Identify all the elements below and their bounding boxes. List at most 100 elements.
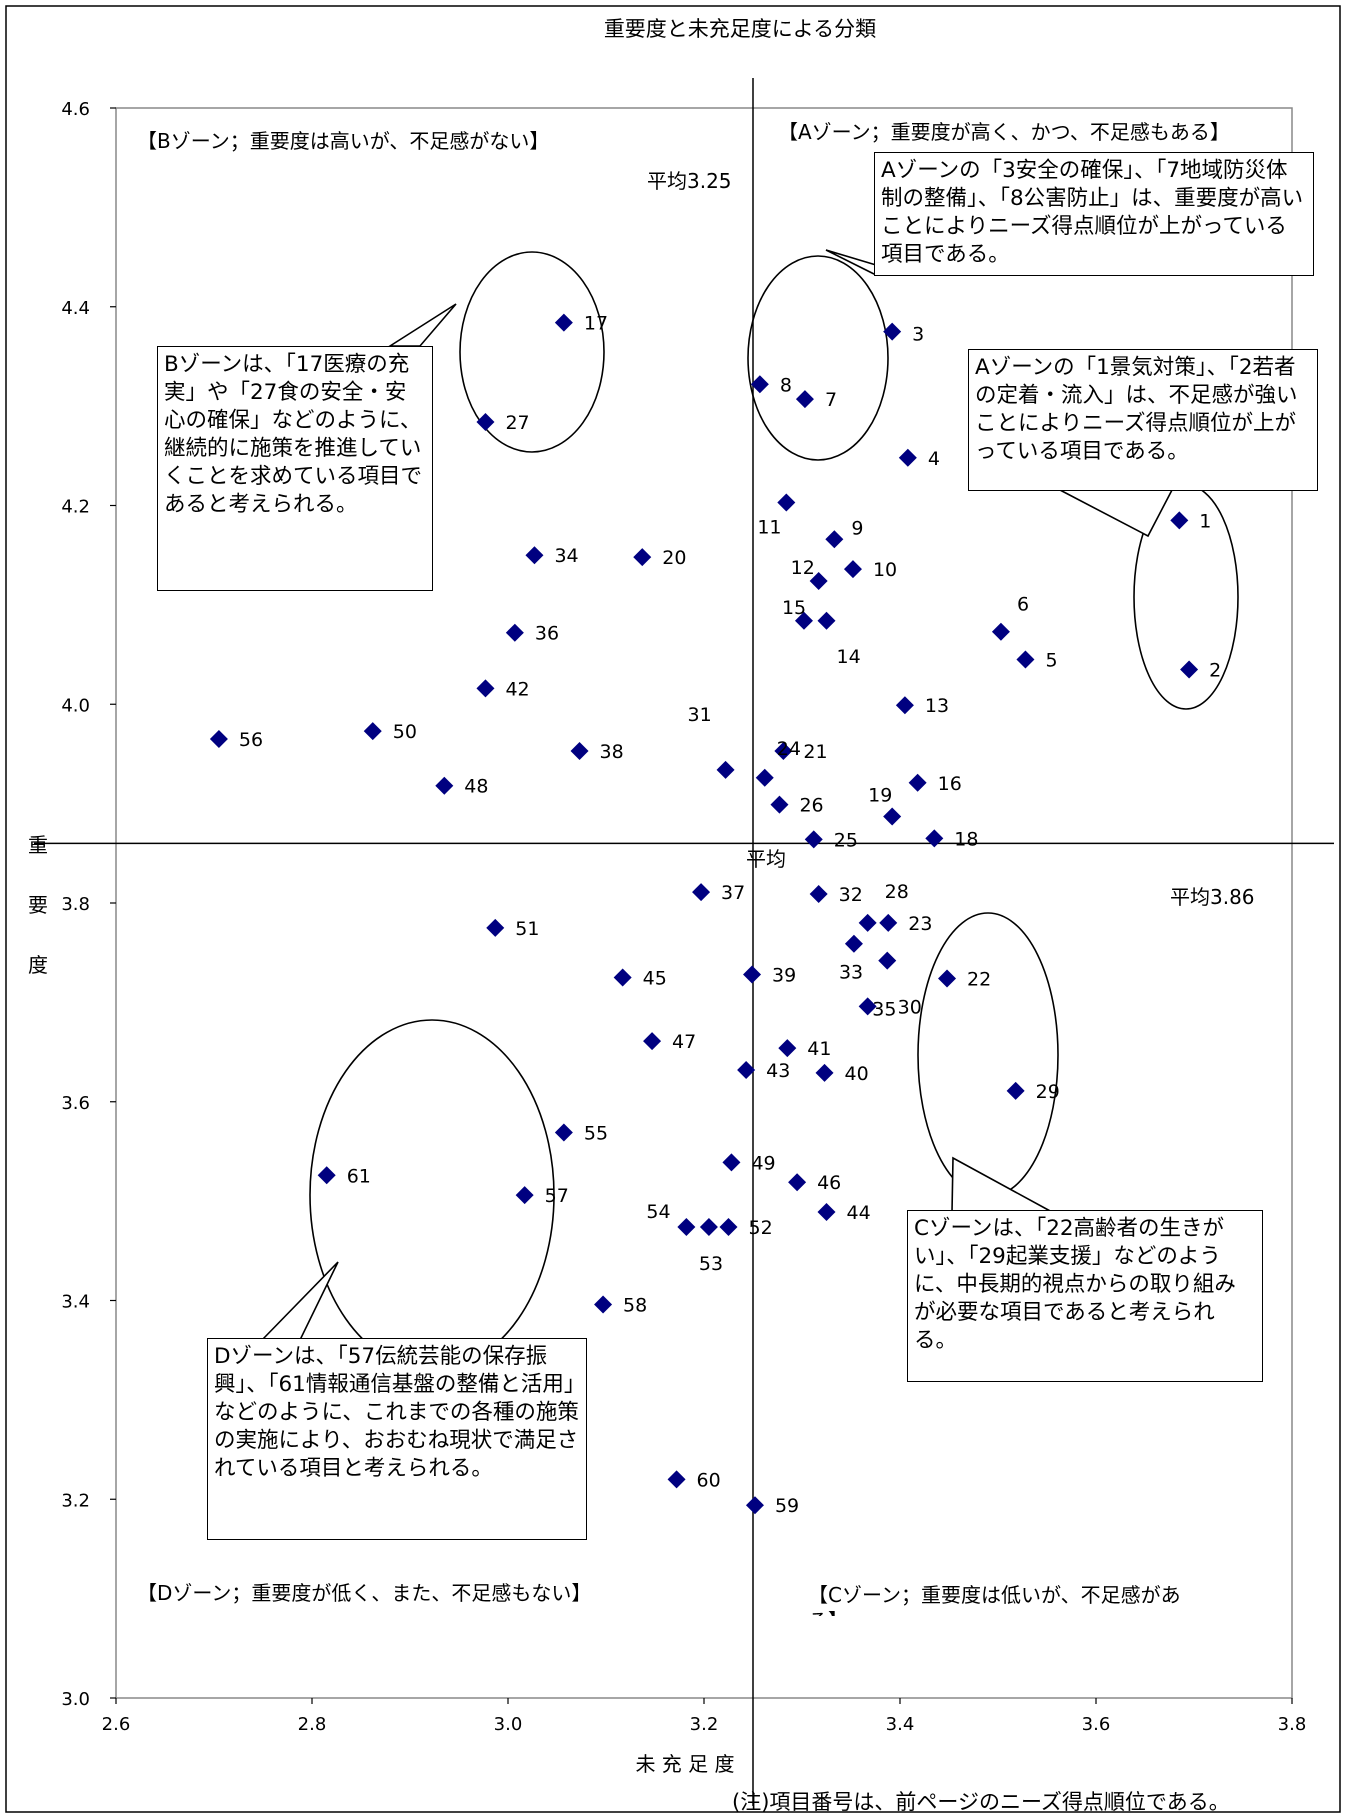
point-marker-9 bbox=[825, 530, 844, 549]
point-label-47: 47 bbox=[672, 1031, 696, 1053]
average-y-label: 平均3.86 bbox=[1170, 885, 1255, 909]
zone-d-label: 【Dゾーン；重要度が低く、また、不足感もない】 bbox=[137, 1581, 591, 1605]
point-label-32: 32 bbox=[839, 884, 863, 906]
point-marker-45 bbox=[613, 968, 632, 987]
point-marker-59 bbox=[745, 1496, 764, 1515]
point-marker-48 bbox=[435, 776, 454, 795]
point-label-12: 12 bbox=[791, 557, 815, 579]
point-label-6: 6 bbox=[1017, 594, 1029, 616]
point-marker-5 bbox=[1016, 650, 1035, 669]
point-label-53: 53 bbox=[699, 1253, 723, 1275]
pointer-a-right bbox=[1059, 489, 1174, 538]
point-marker-55 bbox=[554, 1123, 573, 1142]
point-marker-16 bbox=[908, 773, 927, 792]
data-labels: 1234567891011121314151617181920212223242… bbox=[239, 313, 1221, 1518]
ellipse-c bbox=[917, 912, 1059, 1198]
point-marker-14 bbox=[817, 611, 836, 630]
point-marker-20 bbox=[633, 548, 652, 567]
point-marker-36 bbox=[505, 623, 524, 642]
average-center-label: 平均 bbox=[746, 847, 786, 871]
point-label-25: 25 bbox=[834, 829, 858, 851]
point-label-48: 48 bbox=[464, 776, 488, 798]
point-marker-11 bbox=[777, 493, 796, 512]
point-label-36: 36 bbox=[535, 623, 559, 645]
point-marker-29 bbox=[1006, 1081, 1025, 1100]
point-label-38: 38 bbox=[600, 741, 624, 763]
y-tick-label: 4.4 bbox=[61, 298, 90, 319]
point-label-11: 11 bbox=[757, 517, 781, 539]
point-label-17: 17 bbox=[584, 313, 608, 335]
point-label-49: 49 bbox=[751, 1152, 775, 1174]
point-marker-19 bbox=[883, 807, 902, 826]
point-label-23: 23 bbox=[908, 913, 932, 935]
y-axis: 3.0 3.2 3.4 3.6 3.8 4.0 4.2 4.4 4.6 bbox=[61, 99, 116, 1710]
point-label-2: 2 bbox=[1209, 659, 1221, 681]
point-label-57: 57 bbox=[545, 1185, 569, 1207]
y-tick-label: 3.8 bbox=[61, 894, 90, 915]
callout-b: Bゾーンは、「17医療の充実」や「27食の安全・安心の確保」などのように、継続的… bbox=[157, 346, 433, 591]
point-label-34: 34 bbox=[554, 545, 578, 567]
point-label-22: 22 bbox=[967, 969, 991, 991]
point-marker-22 bbox=[938, 969, 957, 988]
point-marker-39 bbox=[743, 965, 762, 984]
x-tick-label: 3.4 bbox=[886, 1714, 915, 1735]
x-tick-label: 3.0 bbox=[494, 1714, 523, 1735]
point-label-29: 29 bbox=[1036, 1081, 1060, 1103]
pointer-b bbox=[387, 303, 457, 347]
point-label-1: 1 bbox=[1199, 510, 1211, 532]
y-axis-title: 重 要 度 bbox=[28, 833, 48, 977]
point-label-43: 43 bbox=[766, 1060, 790, 1082]
point-label-45: 45 bbox=[643, 968, 667, 990]
point-label-60: 60 bbox=[697, 1469, 721, 1491]
point-label-41: 41 bbox=[807, 1038, 831, 1060]
point-marker-1 bbox=[1170, 511, 1189, 530]
x-tick-label: 3.2 bbox=[690, 1714, 719, 1735]
point-marker-30 bbox=[858, 997, 877, 1016]
point-marker-8 bbox=[750, 375, 769, 394]
footnote: (注)項目番号は、前ページのニーズ得点順位である。 bbox=[732, 1790, 1230, 1814]
point-label-8: 8 bbox=[780, 374, 792, 396]
y-axis-title-char-3: 度 bbox=[28, 953, 48, 977]
chart-title: 重要度と未充足度による分類 bbox=[604, 17, 876, 41]
point-label-9: 9 bbox=[851, 517, 863, 539]
ellipse-a-top bbox=[747, 255, 889, 461]
point-marker-41 bbox=[778, 1039, 797, 1058]
point-marker-12 bbox=[809, 572, 828, 591]
point-label-27: 27 bbox=[505, 412, 529, 434]
y-axis-title-char-1: 重 bbox=[28, 833, 48, 857]
y-tick-label: 3.6 bbox=[61, 1093, 90, 1114]
point-label-54: 54 bbox=[646, 1201, 670, 1223]
point-marker-28 bbox=[858, 913, 877, 932]
point-marker-47 bbox=[643, 1032, 662, 1051]
point-marker-18 bbox=[925, 829, 944, 848]
callout-d: Dゾーンは、「57伝統芸能の保存振興」、「61情報通信基盤の整備と活用」などのよ… bbox=[207, 1338, 587, 1540]
point-marker-6 bbox=[991, 622, 1010, 641]
point-label-3: 3 bbox=[912, 324, 924, 346]
point-marker-60 bbox=[667, 1470, 686, 1489]
point-marker-58 bbox=[594, 1295, 613, 1314]
point-label-51: 51 bbox=[515, 918, 539, 940]
point-marker-49 bbox=[722, 1153, 741, 1172]
ellipse-b bbox=[459, 251, 605, 453]
point-label-33: 33 bbox=[839, 962, 863, 984]
point-marker-25 bbox=[804, 830, 823, 849]
point-label-7: 7 bbox=[825, 389, 837, 411]
point-label-42: 42 bbox=[505, 678, 529, 700]
point-label-15: 15 bbox=[782, 597, 806, 619]
point-label-44: 44 bbox=[847, 1202, 871, 1224]
x-tick-label: 2.6 bbox=[102, 1714, 131, 1735]
point-label-46: 46 bbox=[817, 1172, 841, 1194]
point-label-37: 37 bbox=[721, 882, 745, 904]
y-tick-label: 3.2 bbox=[61, 1490, 90, 1511]
callout-a-top: Aゾーンの「3安全の確保」、「7地域防災体制の整備」、「8公害防止」は、重要度が… bbox=[874, 152, 1314, 276]
point-marker-54 bbox=[677, 1217, 696, 1236]
zone-c-label-overflow: る】 bbox=[808, 1609, 848, 1633]
y-tick-label: 4.0 bbox=[61, 695, 90, 716]
point-label-55: 55 bbox=[584, 1123, 608, 1145]
point-label-26: 26 bbox=[799, 795, 823, 817]
point-label-58: 58 bbox=[623, 1294, 647, 1316]
point-marker-15 bbox=[794, 611, 813, 630]
point-label-18: 18 bbox=[954, 828, 978, 850]
zone-b-label: 【Bゾーン；重要度は高いが、不足感がない】 bbox=[137, 129, 549, 153]
